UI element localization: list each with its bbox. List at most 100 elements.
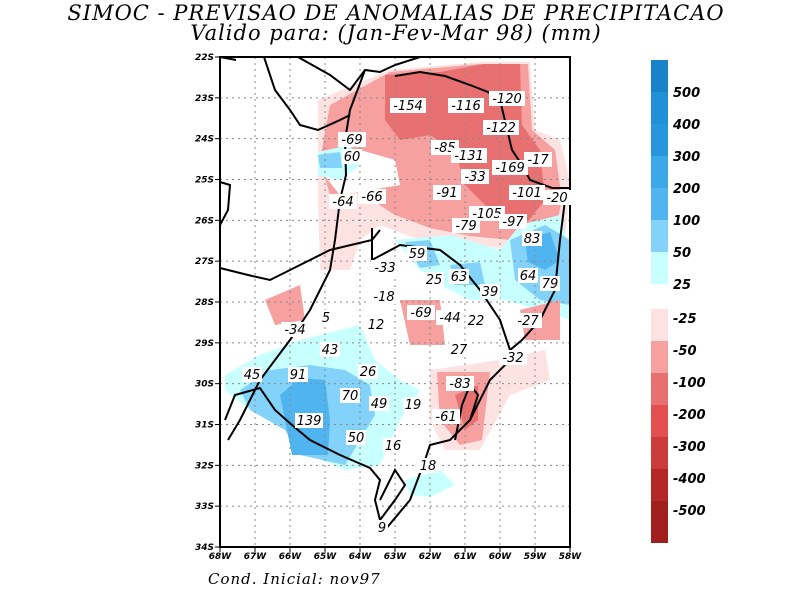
contour-label: -17 [524,152,552,168]
contour-label: 16 [383,438,403,454]
contour-value: 12 [368,318,385,333]
lat-tick-label: 28S [195,298,214,308]
contour-label: -83 [446,376,474,392]
colorbar-swatch [651,341,668,373]
colorbar-label: 200 [673,182,700,197]
contour-value: -27 [517,314,539,329]
colorbar-swatch [651,60,668,92]
label-background [483,120,519,135]
lat-tick-label: 22S [195,53,214,63]
contour-label: -97 [499,214,527,230]
label-background [369,396,389,411]
colorbar-label: 100 [673,214,700,229]
contour-value: -44 [439,311,460,326]
contour-value: -131 [454,149,484,164]
colorbar-swatch [651,373,668,405]
contour-label: 79 [540,276,560,292]
contour-label: 70 [340,388,360,404]
lon-tick-label: 63W [384,552,408,562]
label-background [346,430,366,445]
label-background [449,342,469,357]
colorbar-label: 300 [673,150,700,165]
contour-value: 27 [451,343,468,358]
lon-tick-label: 60W [489,552,513,562]
contour-label: 5 [320,310,332,326]
contour-label: 59 [407,246,427,262]
label-background [518,268,538,283]
contour-value: 139 [297,414,322,429]
colorbar-swatch [651,124,668,156]
colorbar-swatch [651,405,668,437]
contour-label: -32 [499,350,527,366]
label-background [451,148,487,163]
border-line [263,56,351,132]
label-background [281,322,309,337]
contour-label: -64 [329,194,357,210]
colorbar-swatch [651,437,668,469]
contour-value: -69 [341,133,362,148]
contour-value: 16 [385,439,402,454]
contour-value: -154 [393,99,423,114]
label-background [524,152,552,167]
lon-tick-label: 65W [314,552,338,562]
colorbar-label: 50 [673,246,691,261]
contour-value: -32 [502,351,523,366]
contour-value: -85 [434,141,455,156]
contour-value: -169 [495,161,525,176]
label-background [340,388,360,403]
border-line [384,359,511,531]
contour-label: -27 [514,313,542,329]
lon-tick-label: 58W [559,552,583,562]
label-background [522,231,542,246]
contour-label: 19 [403,397,423,413]
contour-value: 63 [451,270,468,285]
label-background [446,376,474,391]
lat-tick-label: 26S [195,216,214,226]
label-background [366,317,386,332]
colorbar-swatch [651,220,668,252]
contour-value: -116 [451,99,481,114]
contour-value: -101 [512,186,542,201]
label-background [390,98,426,113]
label-background [295,413,323,428]
colorbar-label: -100 [673,376,706,391]
contour-value: 83 [524,232,541,247]
colorbar-label: -25 [673,312,697,327]
lat-tick-label: 24S [195,135,214,145]
lat-tick-label: 33S [195,502,214,512]
lat-tick-label: 27S [195,257,214,267]
contour-label: -66 [358,189,386,205]
colorbar-label: -500 [673,504,706,519]
contour-label: 64 [518,268,538,284]
lon-tick-label: 61W [454,552,478,562]
contour-label: -18 [370,289,398,305]
contour-value: -66 [361,190,382,205]
contour-value: 25 [426,273,443,288]
label-background [499,350,527,365]
contour-label: 18 [418,458,438,474]
label-background [499,214,527,229]
contour-value: -79 [455,219,476,234]
label-background [370,289,398,304]
contour-value: 59 [409,247,426,262]
lat-tick-label: 23S [195,94,214,104]
contour-value: 60 [344,150,361,165]
label-background [242,367,262,382]
contour-label: 12 [366,317,386,333]
label-background [452,218,480,233]
contour-label: 139 [295,413,323,429]
label-background [489,91,525,106]
label-background [543,190,571,205]
lon-tick-label: 62W [419,552,443,562]
contour-value: 19 [405,398,422,413]
label-background [358,364,378,379]
lon-tick-label: 59W [524,552,548,562]
contour-label: -131 [451,148,487,164]
colorbar-label: 500 [673,86,700,101]
contour-value: 26 [360,365,377,380]
label-background [329,194,357,209]
contour-label: 43 [320,342,340,358]
contour-value: -91 [436,186,457,201]
contour-label: 27 [449,342,469,358]
